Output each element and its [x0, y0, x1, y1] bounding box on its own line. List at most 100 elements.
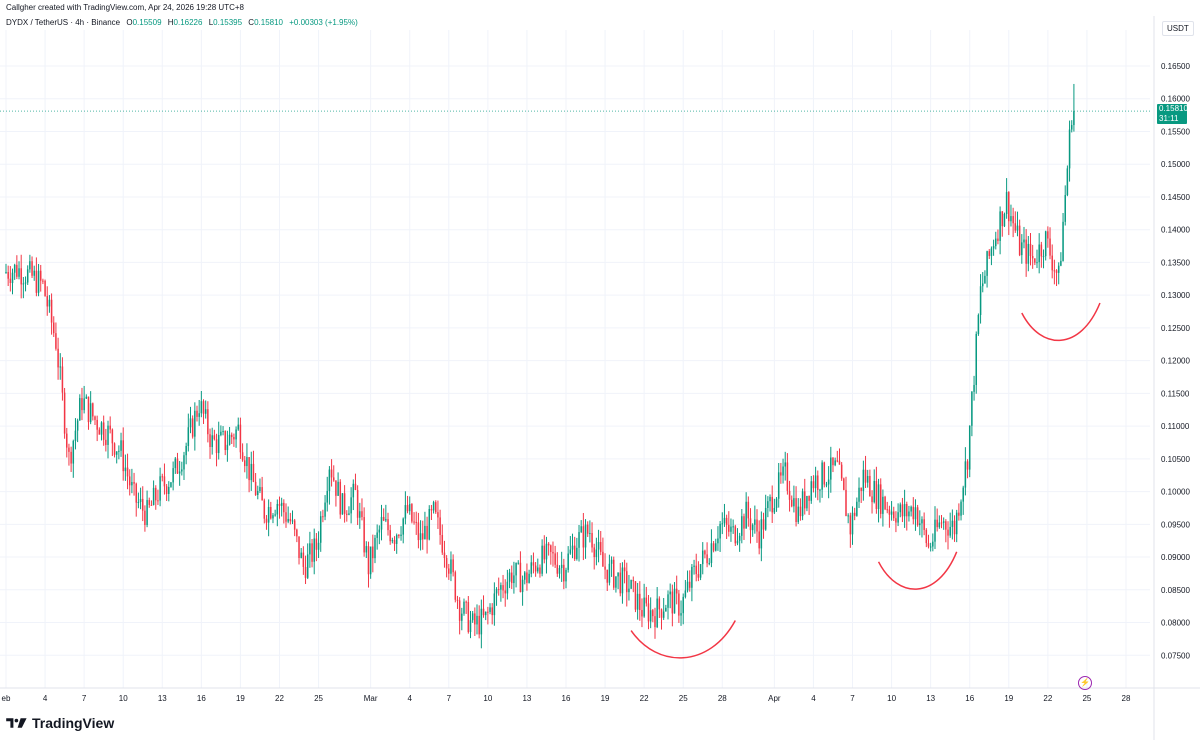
candle-body: [925, 529, 928, 544]
candle-body: [886, 509, 888, 511]
candle-body: [552, 551, 554, 554]
candle-body: [966, 461, 969, 470]
candle-body: [578, 532, 580, 548]
candle-body: [426, 525, 428, 540]
candle-body: [348, 513, 350, 515]
x-tick-label: 7: [82, 694, 87, 703]
candle-body: [228, 434, 231, 445]
candle-body: [389, 530, 391, 542]
y-tick-label: 0.14000: [1161, 226, 1190, 235]
candle-body: [285, 512, 287, 522]
candle-body: [1034, 258, 1036, 263]
x-tick-label: 13: [158, 694, 167, 703]
lightning-icon[interactable]: ⚡: [1078, 676, 1092, 690]
candle-body: [354, 483, 357, 490]
candle-body: [797, 506, 800, 522]
candle-body: [484, 611, 487, 616]
candle-body: [667, 594, 669, 608]
time-axis: eb 4 7 10 13 16 19 22 25 Mar 4 7 10 13 16 19 22 25 28 Apr 4 7…: [0, 687, 1200, 703]
tradingview-logo[interactable]: TradingView: [6, 714, 114, 732]
tradingview-icon: [6, 718, 27, 728]
candle-body: [367, 546, 370, 575]
candle-body: [832, 457, 834, 466]
candle-body: [834, 460, 836, 466]
candle-body: [141, 498, 144, 511]
y-tick-label: 0.16000: [1161, 95, 1190, 104]
candle-body: [393, 540, 396, 544]
candle-body: [853, 512, 856, 516]
candle-body: [641, 610, 643, 617]
candle-body: [174, 458, 177, 469]
price-axis: 0.16500 0.16000 0.15500 0.15000 0.14500 0.140…: [1153, 16, 1190, 740]
candle-body: [840, 464, 843, 479]
y-tick-label: 0.14500: [1161, 193, 1190, 202]
candle-body: [767, 501, 769, 508]
candle-body: [643, 597, 645, 617]
candle-body: [500, 585, 502, 590]
candle-body: [547, 543, 550, 546]
candle-body: [747, 501, 750, 519]
candle-body: [580, 526, 582, 533]
candle-body: [341, 493, 344, 515]
candle-body: [623, 567, 626, 572]
candle-body: [309, 543, 311, 555]
candle-body: [749, 518, 752, 531]
candle-body: [172, 468, 174, 483]
candle-body: [517, 562, 520, 564]
candle-body: [639, 593, 641, 611]
candle-body: [626, 571, 628, 593]
candle-body: [474, 613, 476, 625]
candle-body: [265, 518, 268, 523]
candle-body: [495, 589, 498, 594]
candle-body: [645, 597, 648, 604]
candle-body: [181, 469, 183, 472]
candle-body: [532, 562, 535, 566]
y-tick-label: 0.07500: [1161, 651, 1190, 660]
candle-body: [597, 542, 600, 550]
chart-credit: Callgher created with TradingView.com, A…: [6, 3, 244, 12]
candle-body: [300, 552, 302, 558]
x-tick-label: Apr: [768, 694, 781, 703]
candle-body: [1027, 243, 1030, 264]
candle-body: [784, 462, 786, 467]
candle-body: [20, 268, 22, 285]
candle-body: [573, 545, 576, 559]
candle-body: [233, 437, 235, 440]
candle-body: [819, 489, 821, 491]
candle-body: [756, 519, 758, 532]
candle-body: [257, 491, 259, 496]
drawings: [630, 302, 1101, 659]
candle-body: [276, 503, 279, 515]
brand-name: TradingView: [32, 715, 115, 731]
candle-body: [126, 467, 129, 477]
candle-body: [131, 482, 133, 486]
candle-body: [962, 487, 964, 502]
candle-body: [183, 455, 185, 470]
currency-button[interactable]: USDT: [1162, 21, 1194, 36]
candle-body: [838, 460, 841, 465]
candle-body: [934, 519, 936, 542]
x-tick-label: 19: [601, 694, 610, 703]
candle-body: [508, 572, 511, 582]
y-tick-label: 0.08500: [1161, 586, 1190, 595]
candle-body: [408, 504, 411, 512]
candle-body: [319, 516, 322, 543]
candle-body: [198, 413, 200, 417]
candle-body: [673, 588, 676, 614]
candle-body: [879, 484, 882, 514]
x-tick-label: 25: [1082, 694, 1091, 703]
candle-body: [207, 409, 209, 435]
candle-body: [135, 483, 137, 503]
candle-body: [995, 238, 997, 247]
candle-body: [148, 500, 151, 505]
candle-body: [1060, 260, 1062, 266]
candle-body: [608, 563, 611, 583]
candle-body: [899, 504, 902, 513]
y-tick-label: 0.15000: [1161, 160, 1190, 169]
candle-body: [196, 410, 198, 417]
candle-body: [146, 500, 148, 525]
candle-body: [335, 480, 337, 496]
candle-body: [864, 469, 867, 483]
candle-body: [270, 506, 272, 519]
